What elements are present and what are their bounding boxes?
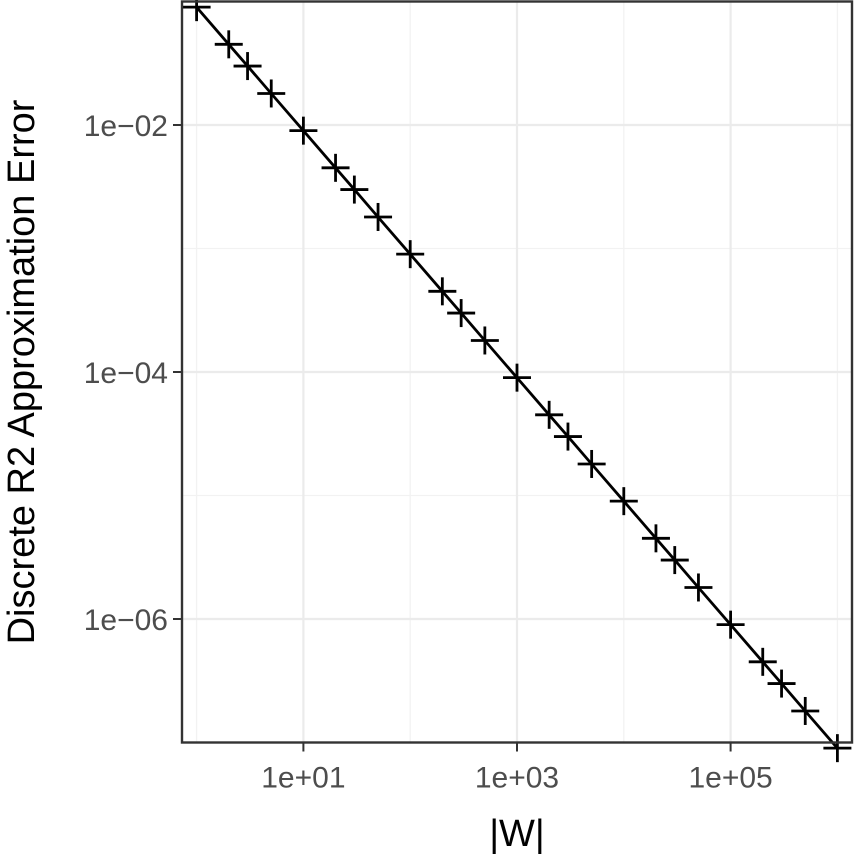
- y-axis-title: Discrete R2 Approximation Error: [1, 99, 43, 644]
- y-tick-label: 1e−06: [84, 604, 168, 637]
- data-point-marker: [684, 573, 713, 602]
- y-tick-label: 1e−02: [84, 110, 168, 143]
- data-point-marker: [660, 546, 689, 575]
- data-point-marker: [182, 0, 211, 22]
- x-axis-title: |W|: [489, 813, 545, 855]
- x-tick-label: 1e+01: [261, 762, 345, 795]
- series-layer: [182, 0, 852, 763]
- data-point-marker: [257, 79, 286, 108]
- data-point-marker: [767, 669, 796, 698]
- data-point-marker: [641, 524, 670, 553]
- data-point-marker: [553, 422, 582, 451]
- data-point-marker: [321, 153, 350, 182]
- data-point-marker: [609, 487, 638, 516]
- x-tick-label: 1e+05: [688, 762, 772, 795]
- data-point-marker: [823, 734, 852, 763]
- data-point-marker: [214, 30, 243, 59]
- data-point-marker: [364, 202, 393, 231]
- data-point-marker: [791, 696, 820, 725]
- data-point-marker: [716, 610, 745, 639]
- y-axis: 1e−02 1e−04 1e−06: [84, 110, 182, 637]
- x-tick-label: 1e+03: [475, 762, 559, 795]
- data-point-marker: [428, 277, 457, 306]
- data-point-marker: [289, 116, 318, 145]
- data-point-marker: [748, 647, 777, 676]
- y-tick-label: 1e−04: [84, 357, 168, 390]
- data-point-marker: [502, 363, 531, 392]
- data-point-marker: [577, 449, 606, 478]
- data-point-marker: [396, 240, 425, 269]
- data-point-marker: [233, 52, 262, 81]
- data-point-marker: [340, 175, 369, 204]
- data-point-marker: [535, 400, 564, 429]
- data-point-marker: [470, 326, 499, 355]
- data-point-marker: [447, 299, 476, 328]
- x-axis: 1e+01 1e+03 1e+05: [261, 742, 773, 795]
